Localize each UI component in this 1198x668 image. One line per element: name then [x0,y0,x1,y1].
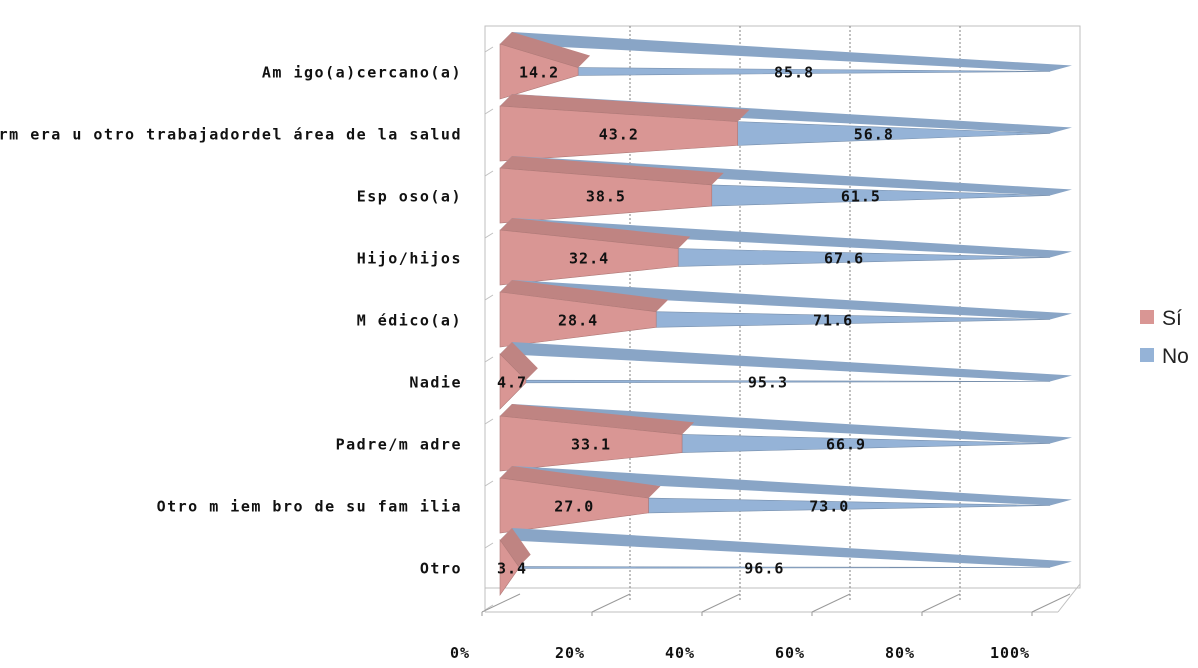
data-label-si: 4.7 [497,374,527,392]
data-label-no: 67.6 [824,250,864,268]
data-label-si: 43.2 [599,126,639,144]
legend-swatch [1140,348,1154,362]
data-label-no: 85.8 [774,64,814,82]
x-tick-label: 80% [885,644,915,662]
legend-swatch [1140,310,1154,324]
floor-gridline [701,593,741,613]
category-label: M édico(a) [357,312,462,330]
category-tick [484,294,494,301]
legend-label: Sí [1162,307,1182,330]
floor-gridline [921,593,961,613]
bar-segment-si [499,539,520,596]
data-label-si: 38.5 [586,188,626,206]
gridlines [481,26,1071,616]
bar-top-face-no [500,342,1072,382]
category-label: Esp oso(a) [357,188,462,206]
bar-segment-si [499,43,579,100]
data-label-no: 66.9 [826,436,866,454]
data-label-no: 73.0 [809,498,849,516]
x-tick-label: 100% [990,644,1030,662]
x-tick-label: 0% [450,644,470,662]
bar-top-face-si [500,528,531,567]
data-label-si: 32.4 [569,250,609,268]
bar-segment-si [499,167,713,224]
category-tick [484,46,494,53]
legend-label: No [1162,345,1189,368]
floor-right-edge [1057,583,1081,613]
x-tick-label: 40% [665,644,695,662]
x-tick-label: 60% [775,644,805,662]
bar-top-face-no [500,528,1072,568]
floor-gridline [811,593,851,613]
data-label-no: 71.6 [813,312,853,330]
bar-segment-si [499,353,527,410]
x-tick-label: 20% [555,644,585,662]
data-label-no: 61.5 [841,188,881,206]
data-labels: 14.2 85.8 43.2 56.8 38.5 61.5 32.4 67.6 28.4 71.6… [497,64,894,578]
data-label-si: 27.0 [554,498,594,516]
bar-top-face-si [500,156,724,185]
category-label: Otro m iem bro de su fam ilia [157,498,462,516]
category-tick [484,604,494,611]
bar-segment-si [499,291,657,348]
category-label: Otro [420,560,462,578]
bar-top-face-no [500,466,1072,506]
bar-top-face-si [500,342,538,381]
bar-top-face-no [500,156,1072,196]
data-label-si: 33.1 [571,436,611,454]
bar-top-face-si [500,404,695,435]
bar-top-face-si [500,280,669,312]
category-label: Padre/m adre [336,436,462,454]
data-label-si: 14.2 [519,64,559,82]
bar-segment-si [499,105,738,162]
category-labels: Am igo(a)cercano(a) Enferm era u otro tra… [0,64,462,578]
bar-series [499,32,1072,596]
data-label-no: 96.6 [744,560,784,578]
x-axis-ticks: 0% 20% 40% 60% 80% 100% [450,644,1030,662]
bar-segment-si [499,415,683,472]
bar-top-face-si [500,94,750,122]
bar-segment-si [499,229,679,286]
category-label: Nadie [409,374,462,392]
category-tick [484,170,494,177]
plot-frame [484,25,1081,613]
category-tick [484,356,494,363]
legend: Sí No [1140,307,1189,368]
floor-gridline [591,593,631,613]
category-tick [484,232,494,239]
floor-gridline [1031,593,1071,613]
category-tick [484,418,494,425]
data-label-no: 56.8 [854,126,894,144]
data-label-si: 28.4 [558,312,598,330]
category-tick [484,480,494,487]
bar-top-face-no [500,404,1072,444]
bar-top-face-no [500,218,1072,258]
bar-top-face-no [500,32,1072,72]
category-tick [484,108,494,115]
category-tick [484,542,494,549]
bar-segment-si [499,477,649,534]
bar-top-face-si [500,32,591,68]
category-label: Hijo/hijos [357,250,462,268]
category-label: Enferm era u otro trabajadordel área de … [0,126,462,144]
floor-gridline [481,593,521,613]
data-label-no: 95.3 [748,374,788,392]
category-label: Am igo(a)cercano(a) [262,64,462,82]
bar-top-face-si [500,466,661,499]
bar-top-face-no [500,280,1072,320]
data-label-si: 3.4 [497,560,527,578]
bar-top-face-si [500,218,691,249]
